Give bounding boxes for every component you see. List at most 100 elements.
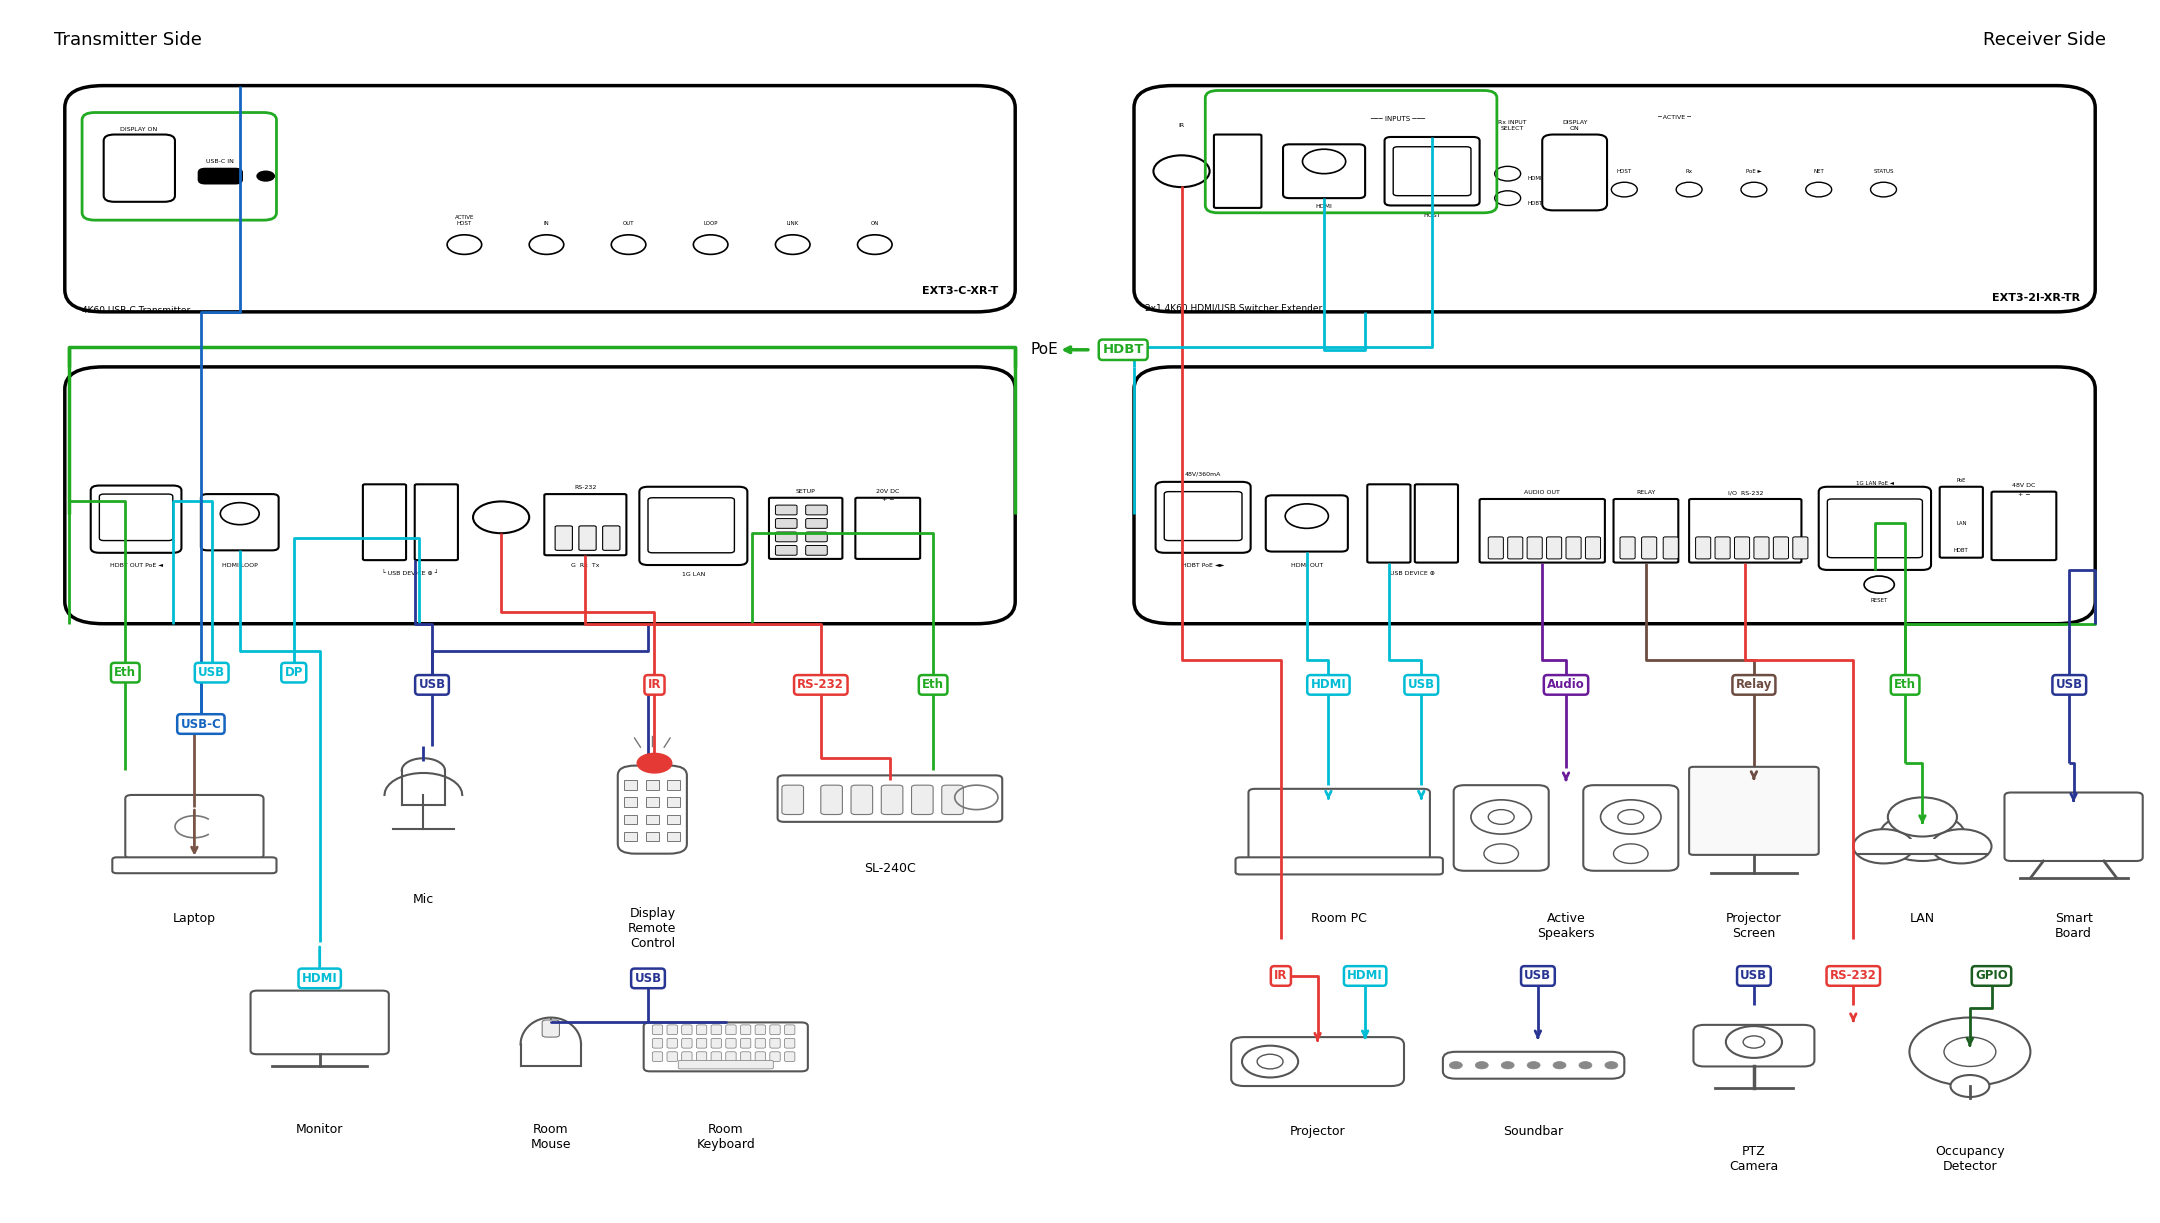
Text: Rx: Rx (1685, 169, 1693, 174)
FancyBboxPatch shape (1248, 789, 1430, 860)
Text: HDBT OUT PoE ◄: HDBT OUT PoE ◄ (110, 563, 162, 567)
FancyBboxPatch shape (784, 1038, 795, 1048)
Text: PTZ
Camera: PTZ Camera (1730, 1145, 1778, 1173)
FancyBboxPatch shape (775, 519, 797, 528)
FancyBboxPatch shape (415, 484, 458, 560)
Text: HDBT: HDBT (1955, 548, 1968, 553)
Text: Rx INPUT
SELECT: Rx INPUT SELECT (1497, 120, 1527, 131)
FancyBboxPatch shape (1566, 537, 1581, 559)
Text: DISPLAY
ON: DISPLAY ON (1562, 120, 1588, 131)
FancyBboxPatch shape (1443, 1052, 1624, 1079)
FancyBboxPatch shape (1415, 484, 1458, 563)
FancyBboxPatch shape (782, 785, 804, 815)
FancyBboxPatch shape (1940, 487, 1983, 558)
Text: HDBT: HDBT (1102, 344, 1145, 356)
Bar (624, 780, 637, 790)
Text: Monitor: Monitor (296, 1123, 343, 1136)
Text: RELAY: RELAY (1637, 490, 1655, 495)
FancyBboxPatch shape (1827, 499, 1922, 558)
FancyBboxPatch shape (778, 775, 1002, 822)
FancyBboxPatch shape (696, 1038, 706, 1048)
FancyBboxPatch shape (1754, 537, 1769, 559)
Text: AUDIO OUT: AUDIO OUT (1525, 490, 1560, 495)
FancyBboxPatch shape (769, 1025, 780, 1035)
Text: HDMI: HDMI (1311, 679, 1346, 691)
Text: Eth: Eth (114, 667, 136, 679)
Text: LINK: LINK (786, 221, 799, 226)
Text: Active
Speakers: Active Speakers (1538, 912, 1594, 940)
FancyBboxPatch shape (1134, 86, 2095, 312)
FancyBboxPatch shape (1236, 857, 1443, 874)
FancyBboxPatch shape (648, 498, 734, 553)
FancyBboxPatch shape (1992, 492, 2056, 560)
FancyBboxPatch shape (1583, 785, 1678, 871)
Text: Projector
Screen: Projector Screen (1726, 912, 1782, 940)
Text: EXT3-2I-XR-TR: EXT3-2I-XR-TR (1992, 294, 2080, 303)
FancyBboxPatch shape (696, 1025, 706, 1035)
Bar (646, 832, 659, 841)
Text: HDBT PoE ◄►: HDBT PoE ◄► (1182, 563, 1225, 567)
FancyBboxPatch shape (363, 484, 406, 560)
FancyBboxPatch shape (784, 1052, 795, 1062)
Text: PoE: PoE (1030, 342, 1058, 357)
FancyBboxPatch shape (652, 1025, 663, 1035)
Circle shape (1449, 1062, 1462, 1069)
FancyBboxPatch shape (756, 1025, 765, 1035)
FancyBboxPatch shape (784, 1025, 795, 1035)
Text: SETUP: SETUP (795, 489, 816, 494)
Text: Smart
Board: Smart Board (2054, 912, 2093, 940)
FancyBboxPatch shape (1283, 144, 1365, 198)
FancyBboxPatch shape (555, 526, 572, 550)
FancyBboxPatch shape (1134, 367, 2095, 624)
Text: USB DEVICE ⊕: USB DEVICE ⊕ (1391, 571, 1434, 576)
Text: Laptop: Laptop (173, 912, 216, 926)
Text: HDMI: HDMI (302, 972, 337, 985)
Text: 48V DC: 48V DC (2013, 483, 2035, 488)
FancyBboxPatch shape (1488, 537, 1503, 559)
FancyBboxPatch shape (942, 785, 963, 815)
FancyBboxPatch shape (683, 1025, 691, 1035)
FancyBboxPatch shape (1214, 135, 1261, 208)
FancyBboxPatch shape (855, 498, 920, 559)
Text: LAN: LAN (1909, 912, 1935, 926)
FancyBboxPatch shape (775, 545, 797, 555)
Text: RESET: RESET (1871, 598, 1888, 603)
Text: USB: USB (199, 667, 225, 679)
Text: LAN: LAN (1957, 521, 1966, 526)
Circle shape (1475, 1062, 1488, 1069)
Text: GPIO: GPIO (1974, 970, 2009, 982)
Text: STATUS: STATUS (1873, 169, 1894, 174)
FancyBboxPatch shape (1793, 537, 1808, 559)
FancyBboxPatch shape (667, 1025, 678, 1035)
Text: HDMI: HDMI (1315, 204, 1333, 209)
Circle shape (1605, 1062, 1618, 1069)
Text: USB: USB (1741, 970, 1767, 982)
Text: HOST: HOST (1423, 213, 1441, 218)
FancyBboxPatch shape (1696, 537, 1711, 559)
Text: USB-C: USB-C (181, 718, 220, 730)
FancyBboxPatch shape (1734, 537, 1750, 559)
FancyBboxPatch shape (678, 1060, 773, 1069)
FancyBboxPatch shape (806, 545, 827, 555)
Bar (667, 832, 680, 841)
Circle shape (1853, 829, 1914, 863)
FancyBboxPatch shape (99, 494, 173, 541)
Text: 20V DC: 20V DC (877, 489, 899, 494)
FancyBboxPatch shape (912, 785, 933, 815)
Circle shape (1501, 1062, 1514, 1069)
FancyBboxPatch shape (756, 1038, 765, 1048)
Text: EXT3-C-XR-T: EXT3-C-XR-T (922, 286, 998, 296)
FancyBboxPatch shape (726, 1025, 737, 1035)
FancyBboxPatch shape (821, 785, 842, 815)
FancyBboxPatch shape (1480, 499, 1605, 563)
FancyBboxPatch shape (769, 498, 842, 559)
Text: 1G LAN PoE ◄: 1G LAN PoE ◄ (1855, 481, 1894, 486)
FancyBboxPatch shape (1663, 537, 1678, 559)
Text: Audio: Audio (1547, 679, 1585, 691)
Text: DP: DP (285, 667, 302, 679)
Text: HDMI LOOP: HDMI LOOP (222, 563, 257, 567)
Text: HDMI OUT: HDMI OUT (1292, 563, 1322, 567)
FancyBboxPatch shape (1819, 487, 1931, 570)
FancyBboxPatch shape (1689, 767, 1819, 855)
Bar (667, 780, 680, 790)
